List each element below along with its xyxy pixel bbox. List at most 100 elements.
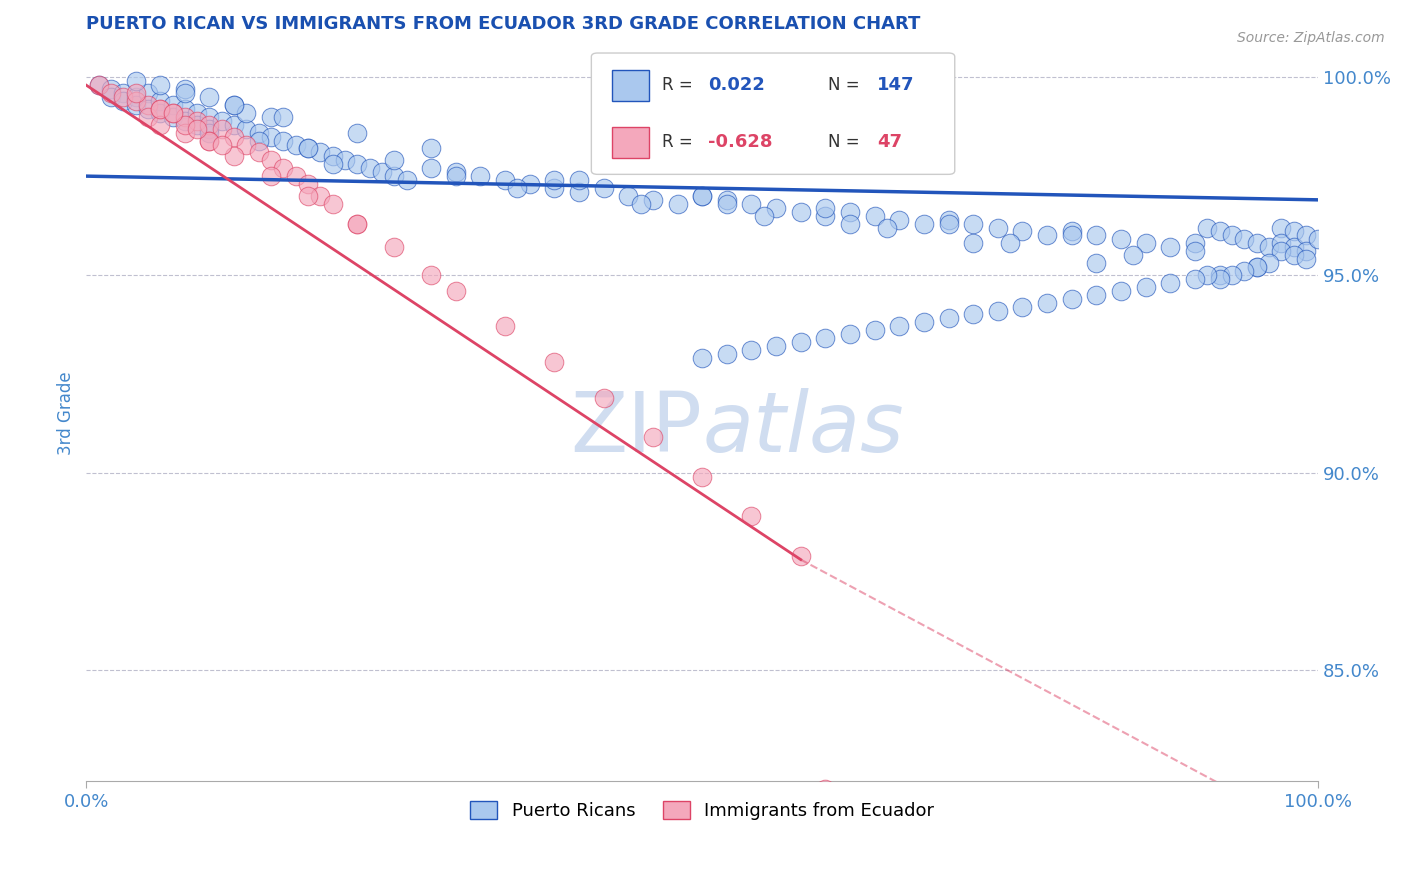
Point xyxy=(790,335,813,350)
Point xyxy=(592,181,614,195)
Point xyxy=(136,86,159,100)
Point xyxy=(1184,272,1206,286)
Point xyxy=(224,98,246,112)
Text: 147: 147 xyxy=(877,76,915,95)
Point xyxy=(1135,280,1157,294)
Point xyxy=(186,113,208,128)
Point xyxy=(938,217,960,231)
Text: PUERTO RICAN VS IMMIGRANTS FROM ECUADOR 3RD GRADE CORRELATION CHART: PUERTO RICAN VS IMMIGRANTS FROM ECUADOR … xyxy=(86,15,921,33)
Point xyxy=(273,161,295,176)
Point xyxy=(1085,228,1108,243)
Point xyxy=(224,129,246,144)
Text: 0.022: 0.022 xyxy=(709,76,765,95)
Point xyxy=(863,209,886,223)
Point xyxy=(235,137,257,152)
Point xyxy=(1135,236,1157,251)
Point xyxy=(1208,225,1230,239)
Point xyxy=(149,78,172,93)
Point xyxy=(273,110,295,124)
Point xyxy=(444,284,467,298)
Point xyxy=(690,469,713,483)
Point xyxy=(395,173,418,187)
Point xyxy=(173,113,195,128)
Point xyxy=(1270,244,1292,259)
Point xyxy=(124,90,146,104)
Point xyxy=(333,153,356,168)
Text: R =: R = xyxy=(662,76,697,95)
Point xyxy=(100,82,122,96)
Point xyxy=(1282,248,1305,262)
Point xyxy=(211,137,233,152)
Point xyxy=(1257,240,1279,254)
Point xyxy=(346,157,368,171)
Point xyxy=(186,106,208,120)
Bar xyxy=(612,70,650,101)
Point xyxy=(1220,228,1243,243)
Point xyxy=(592,391,614,405)
Point xyxy=(543,181,565,195)
Point xyxy=(1246,236,1268,251)
Point xyxy=(814,781,837,796)
Point xyxy=(765,201,787,215)
Point xyxy=(224,149,246,163)
Point xyxy=(1036,228,1059,243)
Point xyxy=(568,185,591,199)
Point xyxy=(1208,268,1230,282)
Point xyxy=(224,98,246,112)
Text: R =: R = xyxy=(662,133,697,151)
Point xyxy=(382,153,405,168)
Point xyxy=(765,339,787,353)
Point xyxy=(1308,232,1330,246)
Point xyxy=(322,149,344,163)
Point xyxy=(543,173,565,187)
Point xyxy=(987,303,1010,318)
Point xyxy=(876,220,898,235)
Point xyxy=(568,173,591,187)
Point xyxy=(198,110,221,124)
Point xyxy=(690,189,713,203)
Point xyxy=(87,78,110,93)
Point xyxy=(1233,232,1256,246)
Point xyxy=(112,90,135,104)
Point xyxy=(346,126,368,140)
Point xyxy=(173,86,195,100)
Point xyxy=(740,509,762,524)
Point xyxy=(1085,256,1108,270)
Text: atlas: atlas xyxy=(702,387,904,468)
Point xyxy=(198,90,221,104)
Point xyxy=(149,106,172,120)
Point xyxy=(1197,268,1219,282)
Point xyxy=(494,319,516,334)
Point xyxy=(1036,295,1059,310)
Point xyxy=(162,110,184,124)
Point xyxy=(247,134,270,148)
Point xyxy=(543,355,565,369)
Point xyxy=(938,212,960,227)
Point xyxy=(962,236,984,251)
Point xyxy=(124,86,146,100)
Point xyxy=(1085,287,1108,301)
Point xyxy=(371,165,394,179)
Point xyxy=(1197,220,1219,235)
Point xyxy=(382,240,405,254)
Point xyxy=(260,129,283,144)
Point xyxy=(136,110,159,124)
Text: 47: 47 xyxy=(877,133,903,151)
Point xyxy=(1060,228,1083,243)
Point xyxy=(420,268,443,282)
Point xyxy=(814,201,837,215)
Point xyxy=(814,331,837,345)
Point xyxy=(149,102,172,116)
Point xyxy=(1233,264,1256,278)
Legend: Puerto Ricans, Immigrants from Ecuador: Puerto Ricans, Immigrants from Ecuador xyxy=(463,793,942,827)
Point xyxy=(1270,220,1292,235)
Point xyxy=(1122,248,1144,262)
FancyBboxPatch shape xyxy=(592,53,955,174)
Point xyxy=(506,181,529,195)
Text: N =: N = xyxy=(828,76,865,95)
Point xyxy=(962,308,984,322)
Bar xyxy=(612,127,650,158)
Point xyxy=(260,110,283,124)
Point xyxy=(444,165,467,179)
Point xyxy=(1282,225,1305,239)
